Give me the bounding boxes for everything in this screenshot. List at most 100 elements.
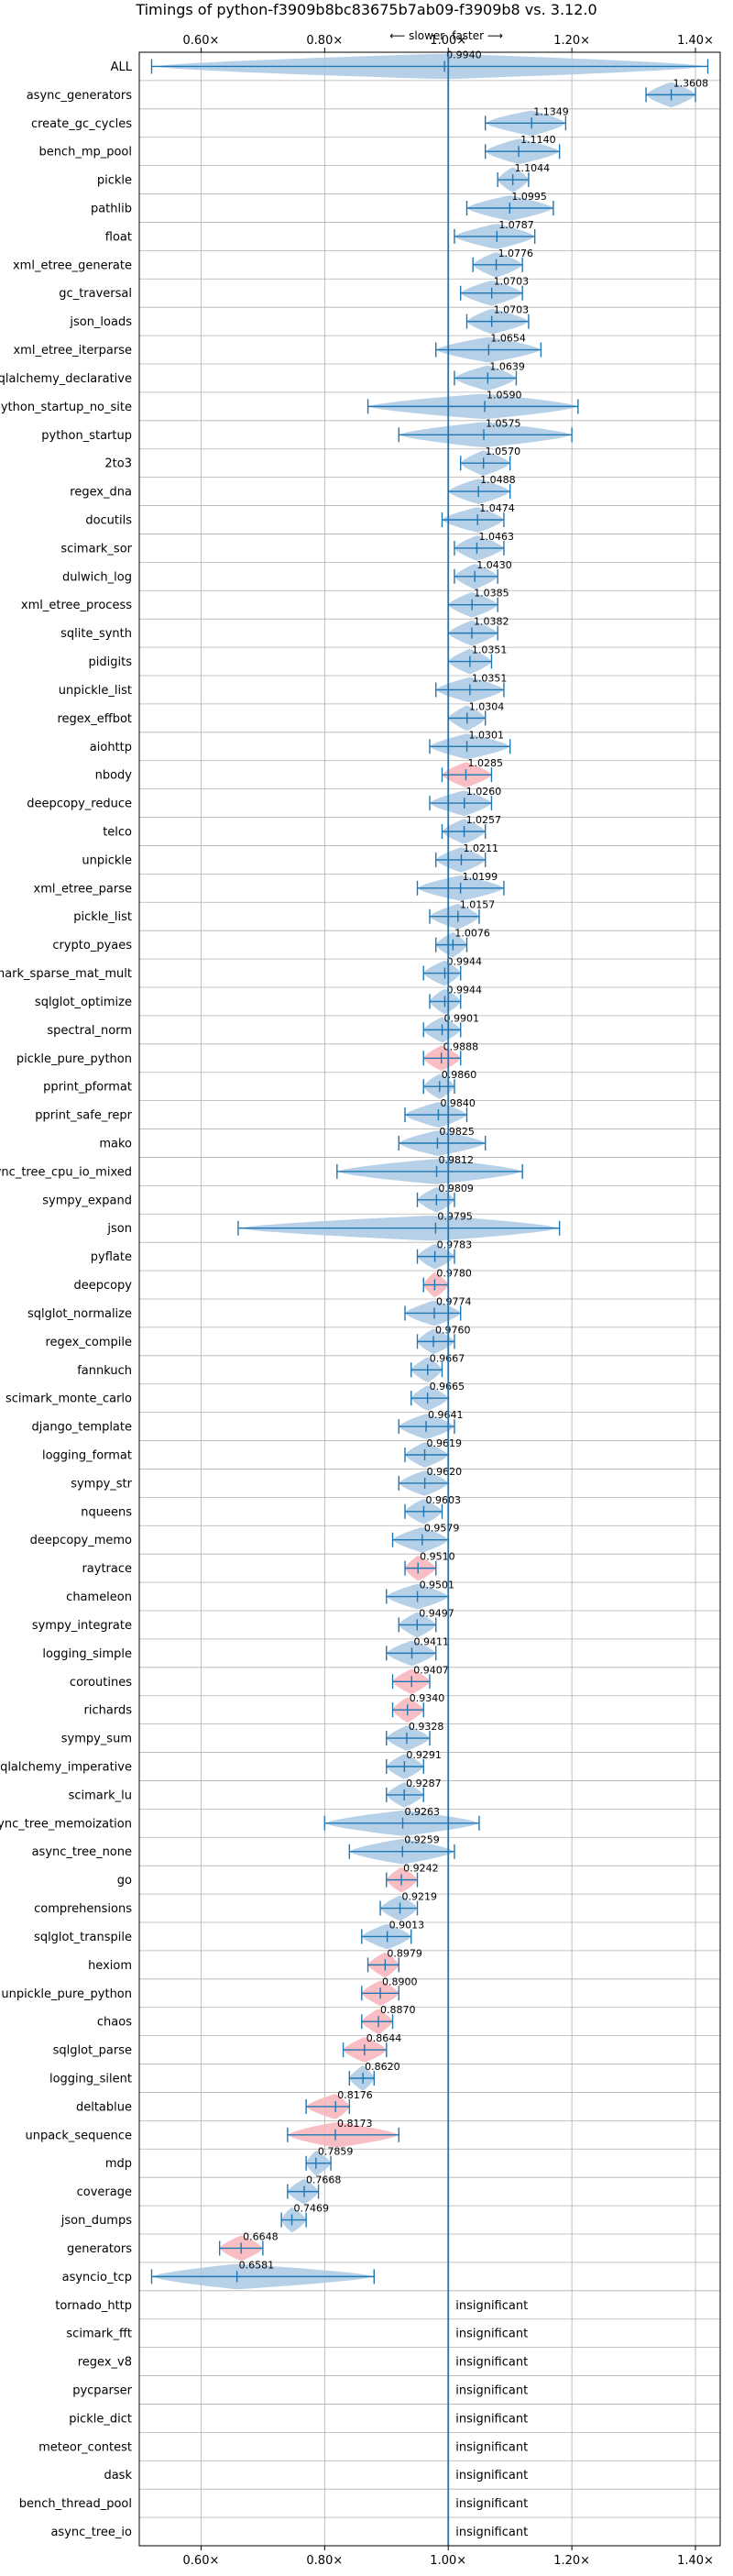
x-tick-label-bottom: 0.80× <box>306 2554 343 2568</box>
slower-label: ⟵ slower <box>389 29 444 42</box>
value-label: 1.0351 <box>472 672 508 684</box>
value-label: 1.0260 <box>466 786 502 798</box>
category-label: async_generators <box>27 89 133 103</box>
value-label: 1.0076 <box>454 928 490 940</box>
category-label: sympy_str <box>71 1477 132 1491</box>
category-label: xml_etree_parse <box>34 882 132 896</box>
value-label: 0.9497 <box>419 1607 454 1619</box>
category-label: sympy_sum <box>61 1733 132 1746</box>
value-label: 1.0703 <box>494 304 530 316</box>
value-label: 0.9620 <box>427 1466 463 1478</box>
category-label: xml_etree_generate <box>13 259 132 272</box>
category-label: sqlglot_transpile <box>34 1931 132 1944</box>
insignificant-label: insignificant <box>455 2412 528 2426</box>
insignificant-label: insignificant <box>455 2328 528 2341</box>
value-label: 1.0430 <box>476 559 512 571</box>
value-label: 0.7668 <box>306 2174 342 2186</box>
category-label: pprint_pformat <box>43 1081 132 1095</box>
value-label: 0.8173 <box>337 2118 373 2130</box>
category-label: sympy_integrate <box>32 1619 132 1633</box>
grid-lines <box>139 51 720 2547</box>
x-tick-label-top: 0.80× <box>306 34 343 48</box>
category-label: sqlalchemy_declarative <box>0 372 132 386</box>
category-label: bench_mp_pool <box>38 146 132 160</box>
value-label: 0.9860 <box>442 1069 477 1081</box>
value-label: 1.0787 <box>498 219 534 231</box>
category-label: regex_compile <box>45 1336 132 1349</box>
category-label: regex_v8 <box>78 2356 132 2370</box>
value-label: 0.8900 <box>382 1976 418 1987</box>
category-label: logging_silent <box>49 2073 132 2086</box>
category-label: aiohttp <box>90 741 132 754</box>
value-label: 0.9291 <box>406 1749 442 1761</box>
category-label: raytrace <box>82 1562 132 1576</box>
value-label: 0.9340 <box>410 1692 445 1704</box>
category-label: deltablue <box>76 2100 132 2114</box>
value-label: 0.9944 <box>446 956 482 968</box>
category-label: pidigits <box>89 655 133 669</box>
category-label: xml_etree_iterparse <box>13 344 132 358</box>
category-label: sqlglot_normalize <box>27 1307 132 1321</box>
value-label: 0.7859 <box>318 2146 354 2158</box>
value-label: 0.9259 <box>404 1834 440 1846</box>
value-label: 1.0463 <box>478 531 514 543</box>
category-label: json_dumps <box>60 2214 132 2228</box>
category-label: pickle <box>97 174 132 188</box>
value-label: 0.9667 <box>430 1352 465 1364</box>
value-label: 0.9840 <box>440 1097 476 1109</box>
category-label: richards <box>84 1704 133 1718</box>
category-label: nbody <box>95 769 133 783</box>
value-label: 0.9641 <box>428 1409 464 1421</box>
category-label: django_template <box>32 1421 132 1435</box>
value-label: 0.9579 <box>424 1523 460 1535</box>
category-label: gc_traversal <box>59 287 132 301</box>
category-label: pycparser <box>72 2384 132 2398</box>
value-label: 1.1140 <box>520 134 556 146</box>
category-label: regex_effbot <box>57 712 132 726</box>
value-label: 1.0385 <box>474 588 509 600</box>
category-label: comprehensions <box>34 1902 132 1916</box>
value-label: 0.9407 <box>413 1664 449 1676</box>
value-label: 0.6581 <box>239 2259 275 2271</box>
category-label: telco <box>103 826 132 840</box>
value-label: 1.0351 <box>472 644 508 656</box>
value-label: 0.9940 <box>446 49 482 61</box>
value-label: 0.8644 <box>366 2032 402 2044</box>
category-label: crypto_pyaes <box>52 939 132 952</box>
category-label: create_gc_cycles <box>31 117 132 131</box>
value-label: 0.9510 <box>420 1551 455 1563</box>
category-label: sqlite_synth <box>60 627 132 641</box>
category-label: logging_simple <box>42 1647 132 1661</box>
category-label: scimark_sparse_mat_mult <box>0 967 132 981</box>
value-label: 0.9328 <box>409 1721 444 1733</box>
category-label: async_tree_io <box>50 2526 132 2539</box>
category-label: mako <box>99 1138 132 1151</box>
category-label: unpickle_list <box>59 684 132 698</box>
violins: 0.9940 1.3608 1.1349 1.1140 1.1044 1.0995 1.07… <box>150 49 709 2290</box>
category-label: sqlglot_optimize <box>35 996 132 1009</box>
value-label: 0.9263 <box>405 1806 441 1818</box>
value-label: 0.9783 <box>437 1239 473 1251</box>
category-label: tornado_http <box>55 2299 132 2313</box>
category-label: bench_thread_pool <box>19 2497 132 2511</box>
insignificant-label: insignificant <box>455 2469 528 2482</box>
category-label: scimark_sor <box>60 542 132 556</box>
category-label: asyncio_tcp <box>62 2271 132 2284</box>
category-label: dask <box>104 2469 132 2482</box>
value-label: 0.9760 <box>435 1324 471 1336</box>
category-label: generators <box>67 2242 132 2256</box>
category-label: go <box>117 1874 132 1888</box>
category-label: 2to3 <box>104 457 132 471</box>
value-label: 1.0199 <box>463 871 498 883</box>
value-label: 1.0257 <box>466 814 502 826</box>
x-tick-label-top: 1.00× <box>430 34 466 48</box>
x-tick-label-top: 1.40× <box>677 34 714 48</box>
category-label: async_tree_memoization <box>0 1817 132 1831</box>
value-label: 1.0995 <box>511 191 547 203</box>
category-label: spectral_norm <box>47 1024 132 1038</box>
category-labels: ALL async_generators create_gc_cyclesbench… <box>0 61 528 2539</box>
category-label: pickle_pure_python <box>16 1052 132 1066</box>
x-tick-label-bottom: 0.60× <box>183 2554 220 2568</box>
value-label: 0.7469 <box>294 2203 330 2215</box>
category-label: regex_dna <box>70 486 132 500</box>
